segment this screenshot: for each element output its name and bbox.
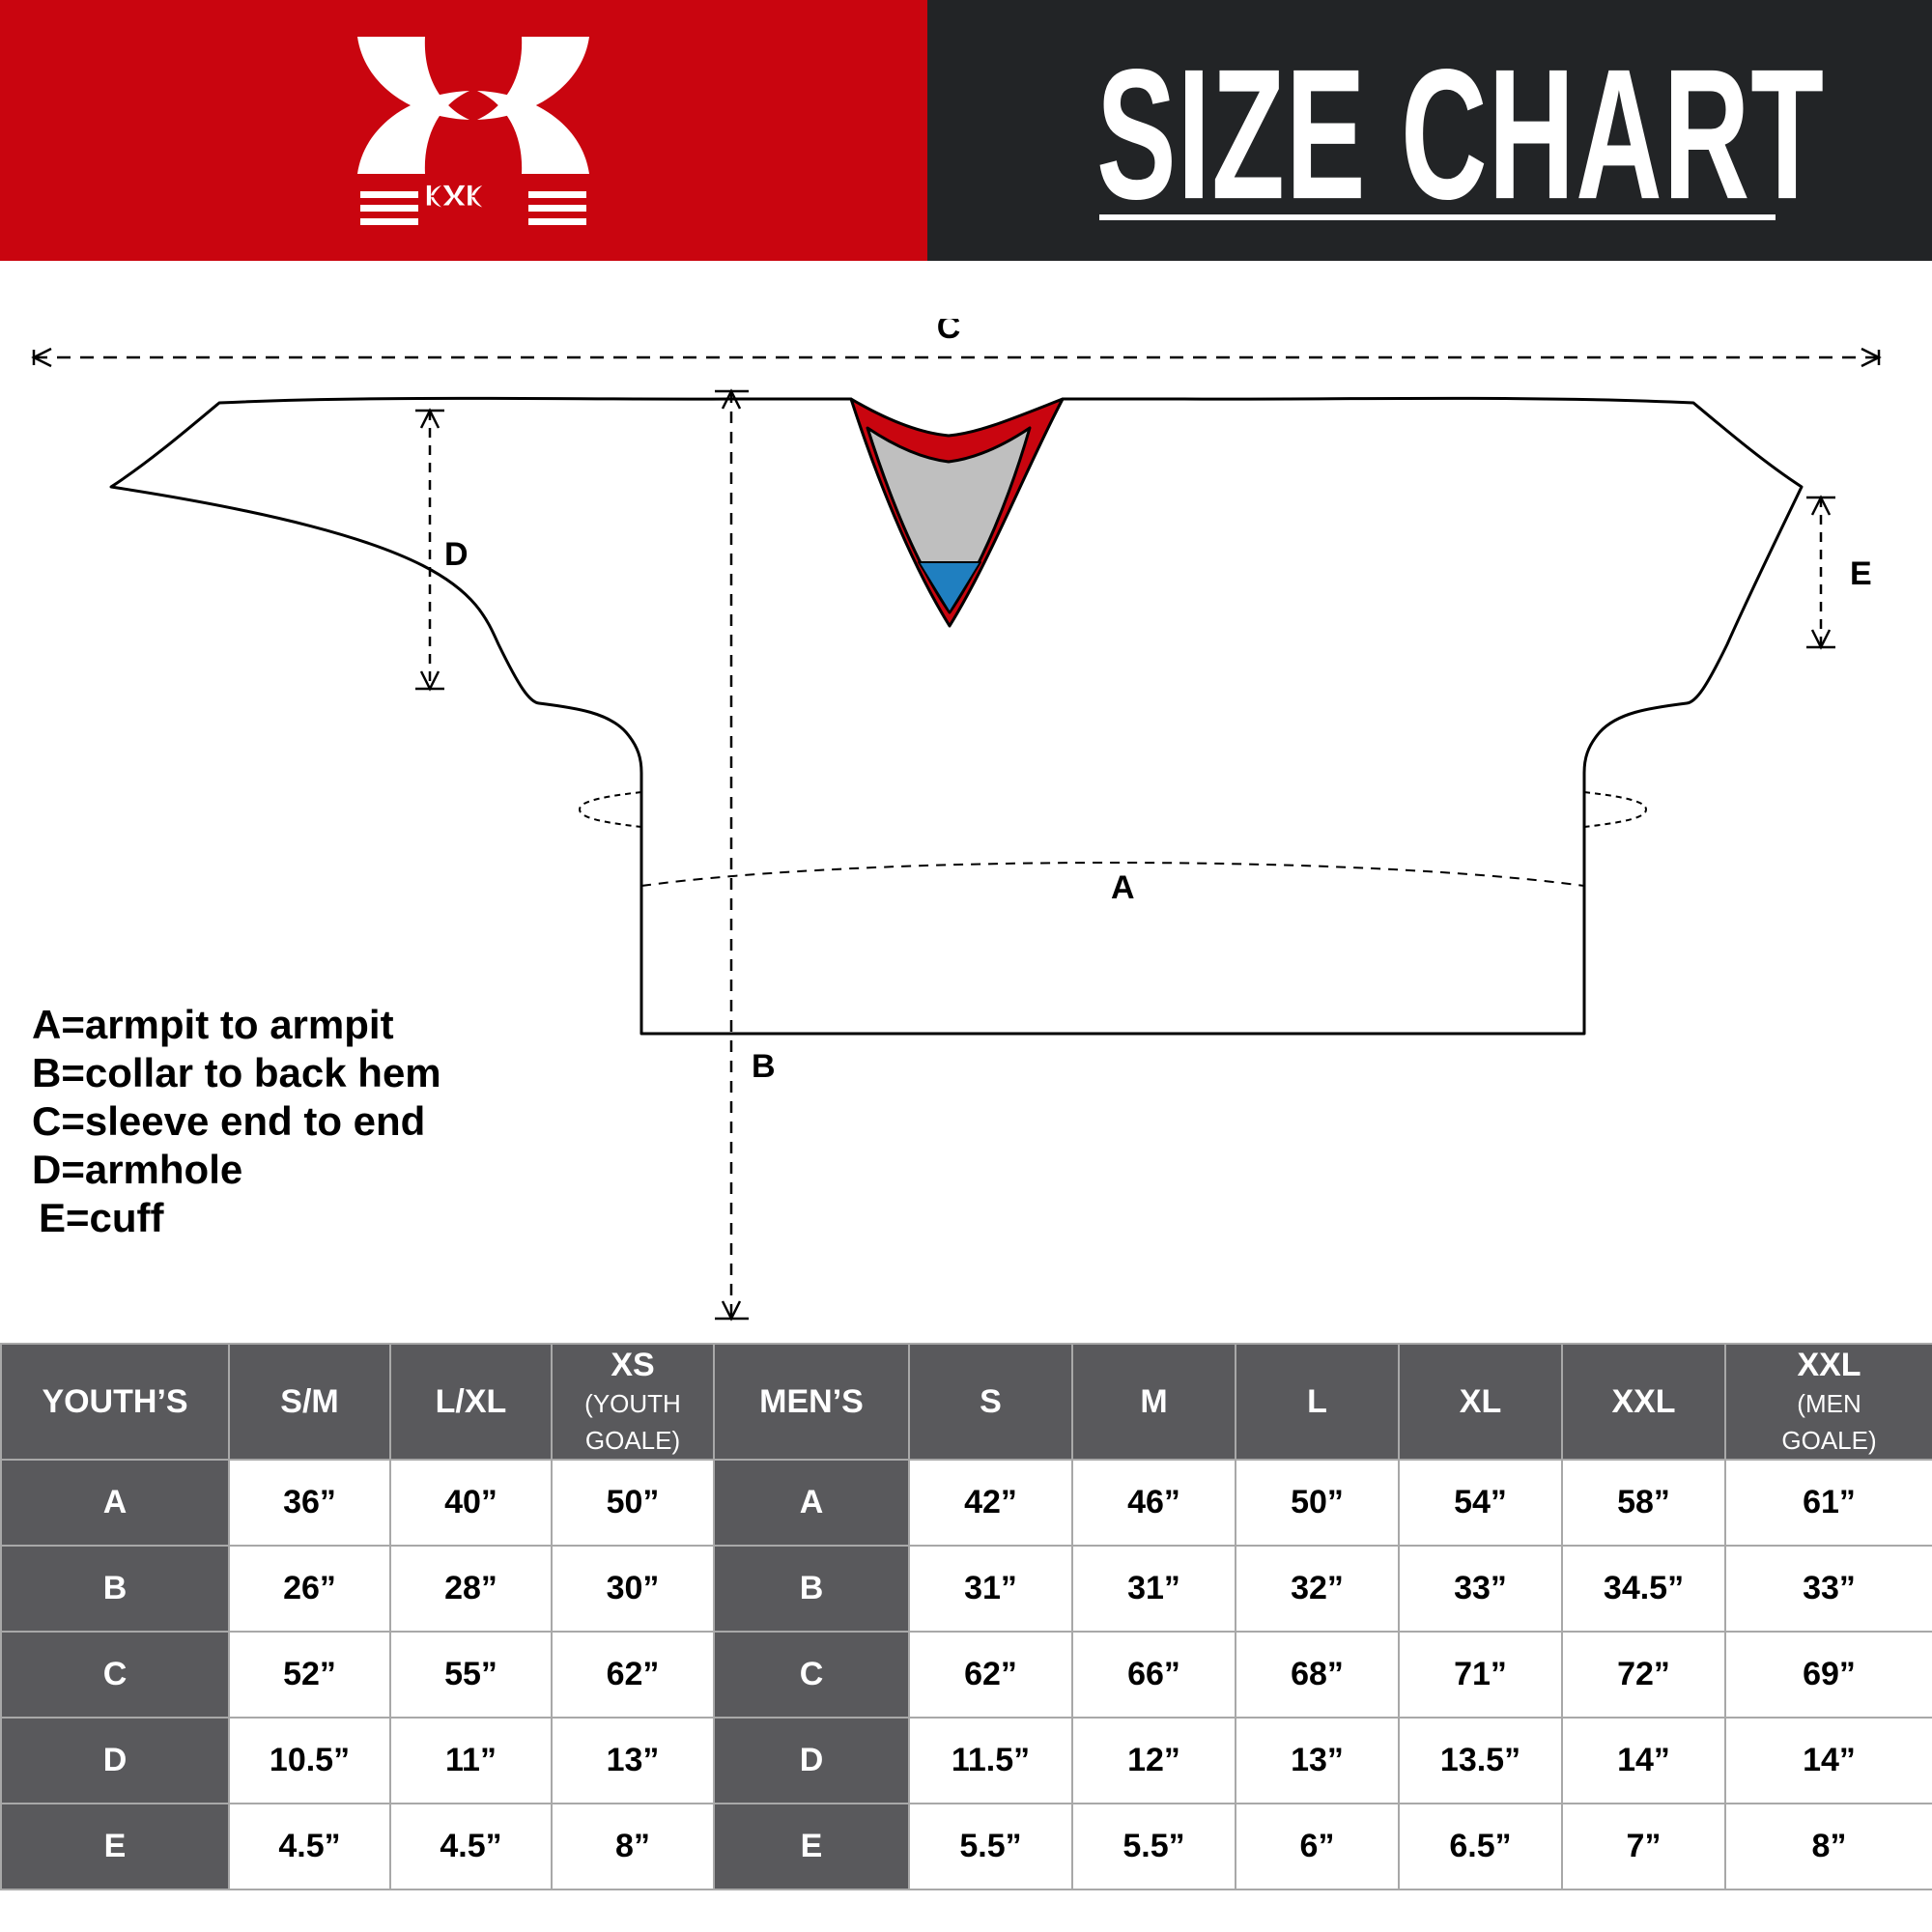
svg-text:B: B (752, 1048, 776, 1085)
svg-text:D: D (444, 536, 469, 573)
svg-text:A: A (1111, 869, 1135, 906)
svg-text:E=cuff: E=cuff (39, 1195, 165, 1240)
svg-text:A=armpit to armpit: A=armpit to armpit (32, 1002, 394, 1047)
svg-text:C: C (937, 319, 961, 346)
svg-text:B=collar to back hem: B=collar to back hem (32, 1050, 441, 1095)
svg-text:E: E (1850, 555, 1872, 592)
svg-text:D=armhole: D=armhole (32, 1147, 242, 1192)
svg-text:C=sleeve end to end: C=sleeve end to end (32, 1098, 425, 1144)
